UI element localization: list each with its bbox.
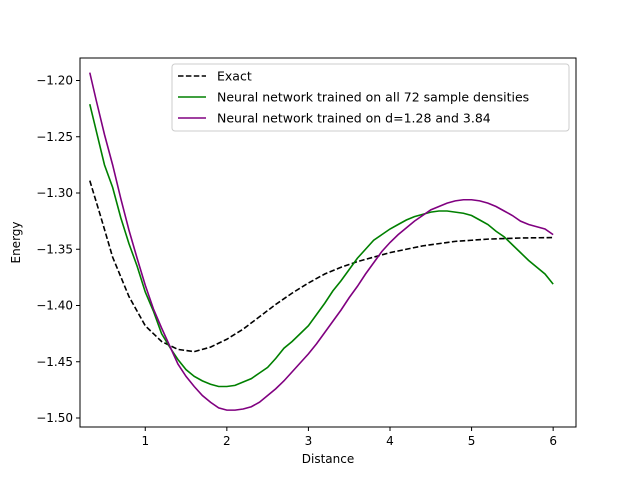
y-tick-label: −1.35 <box>36 242 73 256</box>
x-axis-label: Distance <box>302 452 354 466</box>
legend-label-1: Exact <box>217 69 252 84</box>
x-tick-label: 6 <box>549 434 557 448</box>
x-tick-label: 4 <box>386 434 394 448</box>
y-tick-label: −1.20 <box>36 74 73 88</box>
y-axis-label: Energy <box>9 221 23 263</box>
x-tick-label: 3 <box>305 434 313 448</box>
y-tick-label: −1.25 <box>36 130 73 144</box>
y-tick-label: −1.50 <box>36 411 73 425</box>
x-tick-label: 1 <box>141 434 149 448</box>
x-tick-label: 5 <box>468 434 476 448</box>
series-layer <box>89 72 554 411</box>
legend: Exact Neural network trained on all 72 sa… <box>171 63 570 132</box>
x-tick-label: 2 <box>223 434 231 448</box>
legend-label-3: Neural network trained on d=1.28 and 3.8… <box>217 111 491 126</box>
x-axis-ticks: 1 2 3 4 5 6 <box>141 427 557 448</box>
legend-label-2: Neural network trained on all 72 sample … <box>217 90 529 105</box>
y-tick-label: −1.30 <box>36 186 73 200</box>
legend-frame <box>171 63 570 132</box>
series-line-2 <box>89 103 554 388</box>
series-line-1 <box>89 180 554 353</box>
y-axis-ticks: −1.50 −1.45 −1.40 −1.35 −1.30 −1.25 −1.20 <box>36 74 80 425</box>
plot-frame <box>79 57 577 428</box>
y-tick-label: −1.45 <box>36 355 73 369</box>
series-line-3 <box>89 72 554 411</box>
y-tick-label: −1.40 <box>36 299 73 313</box>
